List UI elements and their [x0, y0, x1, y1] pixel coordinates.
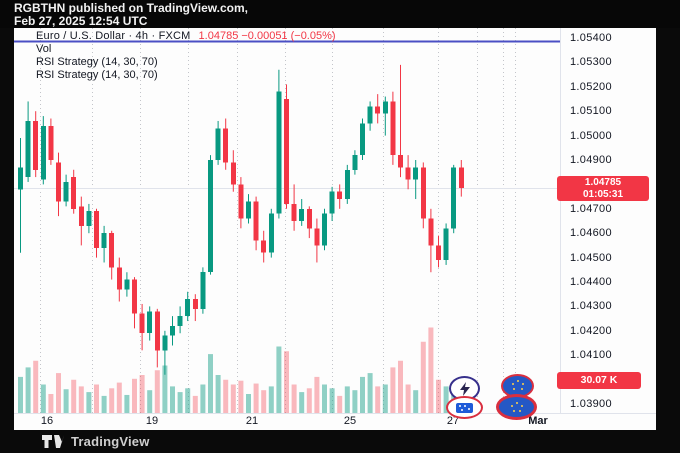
- price-axis-label: 1.04300: [570, 300, 612, 313]
- time-axis-label: 19: [145, 415, 159, 427]
- banner-line-2: Feb 27, 2025 12:54 UTC: [14, 14, 148, 28]
- price-axis-label: 1.05400: [570, 32, 612, 44]
- price-axis-label: 1.05100: [570, 105, 612, 118]
- last-price-value: 1.04785: [584, 177, 622, 188]
- time-axis-label: 21: [245, 415, 259, 427]
- legend-rsi-strategy-2[interactable]: RSI Strategy (14, 30, 70): [36, 69, 158, 81]
- tradingview-logo-icon: [42, 434, 64, 448]
- last-price-change: 1.04785 −0.00051 (−0.05%): [198, 30, 336, 42]
- price-axis-label: 1.04700: [570, 202, 612, 215]
- price-axis-label: 1.05000: [570, 129, 612, 142]
- symbol-title[interactable]: Euro / U.S. Dollar · 4h · FXCM: [36, 30, 191, 42]
- time-axis-label: Mar: [528, 415, 548, 427]
- time-axis-label: 16: [40, 415, 54, 427]
- candlestick-plot[interactable]: [14, 28, 656, 430]
- time-axis-label: 25: [343, 415, 357, 427]
- price-axis-label: 1.04900: [570, 154, 612, 166]
- eu-flag-sticker-icon: [496, 394, 537, 420]
- price-axis-label: 1.04200: [570, 324, 612, 337]
- chart-legend: Euro / U.S. Dollar · 4h · FXCM 1.04785 −…: [36, 30, 336, 81]
- banner-line-1: RGBTHN published on TradingView.com,: [14, 1, 249, 15]
- price-axis-label: 1.05300: [570, 56, 612, 69]
- chart-panel[interactable]: Euro / U.S. Dollar · 4h · FXCM 1.04785 −…: [14, 28, 656, 430]
- price-axis-label: 1.04100: [570, 349, 612, 362]
- volume-badge: 30.07 K: [557, 372, 641, 389]
- price-axis-label: 1.05200: [570, 80, 612, 93]
- price-axis-label: 1.04600: [570, 227, 612, 240]
- publish-banner: RGBTHN published on TradingView.com, Feb…: [0, 0, 680, 28]
- bar-countdown: 01:05:31: [582, 189, 624, 200]
- tradingview-footer: TradingView: [0, 430, 680, 453]
- price-axis-label: 1.04500: [570, 251, 612, 264]
- tradingview-wordmark: TradingView: [71, 434, 150, 449]
- price-axis-label: 1.04400: [570, 276, 612, 288]
- legend-rsi-strategy-1[interactable]: RSI Strategy (14, 30, 70): [36, 56, 158, 68]
- flag-badge-sticker-icon: [446, 396, 483, 419]
- legend-volume[interactable]: Vol: [36, 43, 52, 55]
- price-axis-label: 1.03900: [570, 398, 612, 410]
- last-price-badge: 1.04785 01:05:31: [557, 176, 649, 201]
